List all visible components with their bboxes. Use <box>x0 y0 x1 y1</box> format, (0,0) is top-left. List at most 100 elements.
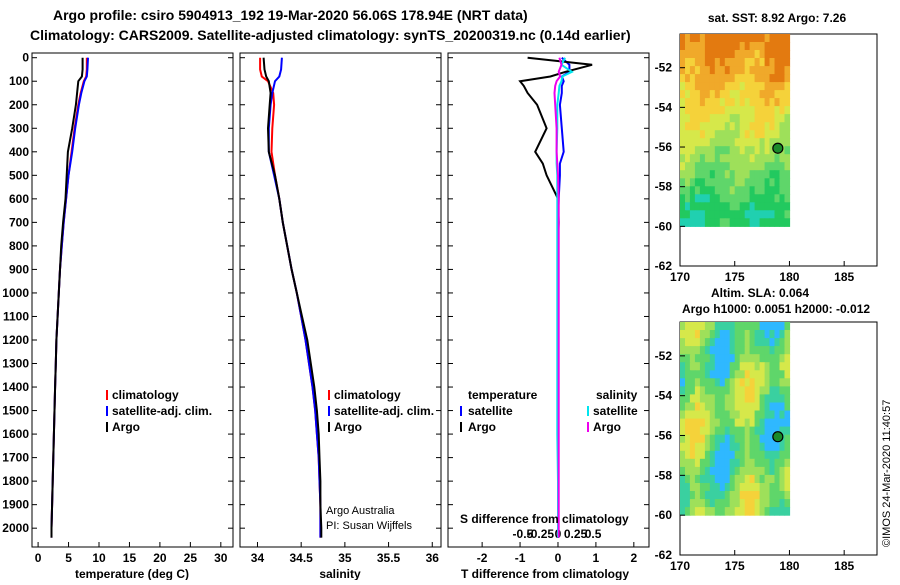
map-cell <box>689 194 696 203</box>
map-cell <box>689 483 696 492</box>
x2-tick-label: 0.5 <box>585 527 602 541</box>
map-cell <box>729 322 736 331</box>
map-cell <box>689 202 696 211</box>
map-cell <box>769 58 776 67</box>
map-cell <box>749 330 756 339</box>
map-cell <box>744 194 751 203</box>
map-cell <box>784 426 791 436</box>
map-cell <box>759 402 766 412</box>
map-cell <box>724 386 731 395</box>
map-cell <box>749 162 756 171</box>
series-line-s-argo <box>553 57 563 538</box>
map-cell <box>709 483 716 492</box>
map-cell <box>714 402 721 412</box>
map-cell <box>759 418 766 428</box>
map-cell <box>744 354 751 363</box>
map-cell <box>719 322 726 331</box>
map-cell <box>739 186 746 195</box>
map-cell <box>714 362 721 371</box>
map-cell <box>739 466 746 476</box>
map-cell <box>784 146 791 155</box>
salinity-plot: 34 34.5 35 35.5 36 <box>240 57 441 565</box>
map-cell <box>689 98 696 107</box>
map-cell <box>719 66 726 75</box>
map-cell <box>724 338 731 347</box>
map-cell <box>779 410 786 420</box>
series-line-argo <box>262 57 323 538</box>
map-cell <box>694 418 701 428</box>
map-cell <box>744 146 751 155</box>
map-cell <box>709 338 716 347</box>
map-cell <box>764 178 771 187</box>
map-cell <box>714 106 721 115</box>
map-cell <box>719 507 726 516</box>
map-cell <box>769 146 776 155</box>
map-cell <box>754 34 761 43</box>
map-cell <box>729 466 736 476</box>
map-cell <box>779 106 786 115</box>
map-cell <box>774 42 781 51</box>
map-cell <box>744 138 751 147</box>
lat-tick-label: -60 <box>655 508 673 522</box>
map-cell <box>680 50 686 59</box>
map-cell <box>704 114 711 123</box>
map-cell <box>694 354 701 363</box>
legend-argo: Argo <box>334 420 362 434</box>
map-cell <box>714 50 721 59</box>
depth-tick-label: 1600 <box>2 427 29 441</box>
map-cell <box>714 491 721 500</box>
map-cell <box>754 474 761 484</box>
map-cell <box>744 499 751 508</box>
map-cell <box>724 354 731 363</box>
map-cell <box>729 426 736 436</box>
map-cell <box>744 458 751 468</box>
map-cell <box>749 106 756 115</box>
map-cell <box>699 378 706 387</box>
map-cell <box>739 82 746 91</box>
map-cell <box>685 58 691 67</box>
map-cell <box>754 434 761 444</box>
map-cell <box>724 450 731 460</box>
map-cell <box>769 34 776 43</box>
map-cell <box>744 394 751 403</box>
map-cell <box>704 74 711 83</box>
lon-tick-label: 170 <box>670 559 690 573</box>
map-cell <box>694 474 701 484</box>
map-cell <box>774 66 781 75</box>
map-cell <box>774 402 781 412</box>
map-cell <box>769 474 776 484</box>
map-cell <box>764 74 771 83</box>
map-cell <box>680 138 686 147</box>
map-cell <box>754 218 761 227</box>
map-cell <box>749 170 756 179</box>
map-cell <box>769 483 776 492</box>
legend-s-satellite: satellite <box>593 404 638 418</box>
map-cell <box>724 507 731 516</box>
map-cell <box>689 434 696 444</box>
map-cell <box>739 106 746 115</box>
map-cell <box>769 90 776 99</box>
map-cell <box>754 322 761 331</box>
map-cell <box>704 410 711 420</box>
map-cell <box>774 394 781 403</box>
map-cell <box>719 74 726 83</box>
map-cell <box>739 98 746 107</box>
map-cell <box>739 146 746 155</box>
map-cell <box>774 346 781 355</box>
map-cell <box>769 66 776 75</box>
map-cell <box>704 330 711 339</box>
map-cell <box>754 499 761 508</box>
map-cell <box>704 499 711 508</box>
map-cell <box>689 458 696 468</box>
map-cell <box>764 458 771 468</box>
map-cell <box>739 499 746 508</box>
map-cell <box>749 90 756 99</box>
map-cell <box>685 162 691 171</box>
map-cell <box>769 507 776 516</box>
map-cell <box>694 34 701 43</box>
depth-tick-label: 600 <box>9 192 29 206</box>
map-cell <box>749 386 756 395</box>
map-cell <box>774 138 781 147</box>
map-cell <box>709 74 716 83</box>
map-cell <box>714 34 721 43</box>
